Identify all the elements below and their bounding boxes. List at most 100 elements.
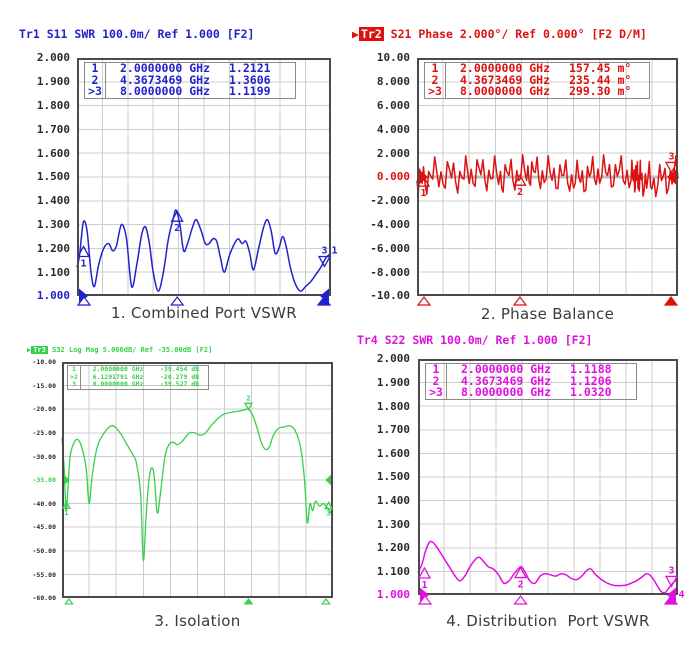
marker-frequency-cell: 8.0000000 GHz [460, 385, 551, 399]
marker-value-cell: -20.279 dB [160, 372, 200, 381]
grid-lines [418, 359, 678, 595]
marker-value-cell: 235.44 m° [569, 72, 632, 87]
marker-frequency-cell: 6.1291791 GHz [92, 372, 144, 381]
y-axis-tick-label: 1.500 [376, 470, 410, 484]
stimulus-marker-icon [512, 296, 528, 306]
plot-border [417, 58, 678, 296]
stimulus-marker-active-icon [243, 597, 254, 605]
marker-value-cell: 299.30 m° [569, 84, 632, 98]
ref-level-left-arrow-icon [79, 288, 88, 304]
trace-name: Tr3 [31, 346, 48, 354]
y-axis-tick-label: 1.600 [376, 446, 410, 460]
y-axis-tick-label: -10.00 [32, 358, 56, 367]
marker-frequency-cell: 4.3673469 GHz [460, 373, 551, 388]
y-axis-tick-label: -45.00 [32, 523, 56, 532]
marker-frequency-cell: 2.0000000 GHz [119, 61, 210, 75]
stimulus-marker-icon [417, 595, 433, 605]
marker-value-cell: 1.0320 [570, 385, 612, 399]
marker-number-label: 3 [668, 565, 674, 576]
active-marker-symbol [664, 575, 679, 588]
y-axis-tick-label: 1.200 [376, 541, 410, 555]
y-axis-tick-label: -25.00 [32, 428, 56, 437]
y-axis-tick-label: 1.900 [36, 75, 70, 89]
trace-active-arrow-icon: ▶ [352, 27, 359, 41]
y-axis-tick-label: 2.000 [376, 352, 410, 366]
y-axis-tick-label: 1.800 [36, 99, 70, 112]
marker-number-cell: >3 [426, 386, 447, 399]
y-axis-tick-label: 1.900 [376, 376, 410, 389]
trace-line [417, 540, 679, 594]
marker-number-cell: 1 [426, 363, 447, 376]
marker-table: 1 2.0000000 GHz 1.2121 2 4.3673469 GHz 1.3606… [84, 62, 296, 99]
y-axis-tick-label: 4.000 [376, 122, 410, 136]
y-axis-tick-label: -60.00 [32, 594, 56, 603]
marker-frequency-cell: 4.3673469 GHz [119, 72, 210, 87]
y-axis-tick-label: 1.000 [376, 588, 410, 602]
stimulus-marker-icon [170, 296, 185, 306]
y-axis-tick-label: 1.400 [376, 494, 410, 507]
trace-name: Tr4 [357, 333, 378, 347]
grid-lines [417, 58, 678, 296]
y-axis-tick-label: -50.00 [32, 546, 56, 555]
marker-table: 1 2.0000000 GHz -39.454 dB >2 6.1291791 GHz -… [67, 365, 209, 390]
marker-number-label: 1 [64, 509, 68, 517]
marker-table-row: 2 4.3673469 GHz 1.3606 [85, 72, 295, 87]
marker-number-label: 3 [321, 245, 327, 256]
marker-table-row: 1 2.0000000 GHz 1.1188 [426, 362, 636, 376]
y-axis-tick-label: 6.000 [376, 99, 410, 112]
trace-number-label: 4 [678, 589, 684, 600]
y-axis-tick-label: 1.100 [36, 265, 70, 279]
plot-svg: 1 2 3 [61, 362, 334, 605]
y-axis-tick-label: 2.000 [376, 146, 410, 160]
marker-frequency-cell: 2.0000000 GHz [460, 362, 551, 376]
plot-border [62, 362, 333, 598]
marker-frequency-cell: 2.0000000 GHz [92, 365, 144, 373]
marker-number-label: 1 [421, 580, 427, 591]
marker-table-row: >3 8.0000000 GHz 1.1199 [85, 85, 295, 98]
marker-number-cell: 1 [85, 62, 106, 75]
y-axis-tick-label: -20.00 [32, 405, 56, 414]
marker-number-label: 3 [668, 151, 674, 162]
y-axis-tick-label: 2.000 [36, 51, 70, 65]
marker-frequency-cell: 4.3673469 GHz [459, 72, 550, 87]
ref-level-left-arrow-icon [419, 169, 428, 185]
ref-level-right-arrow-icon [320, 288, 329, 304]
trace-title: S32 Log Mag 5.000dB/ Ref -35.00dB [F2] [47, 346, 213, 354]
marker-table-row: 1 2.0000000 GHz -39.454 dB [68, 365, 208, 374]
trace-title: S11 SWR 100.0m/ Ref 1.000 [F2] [39, 27, 255, 41]
marker-number-cell: >2 [68, 373, 81, 381]
trace-number-label: 1 [331, 245, 337, 256]
trace-active-arrow-icon: ▶ [27, 346, 32, 354]
marker-table: 1 2.0000000 GHz 1.1188 2 4.3673469 GHz 1.1206… [425, 363, 637, 400]
y-axis-tick-label: -8.000 [370, 265, 410, 279]
marker-table-row: 1 2.0000000 GHz 157.45 m° [425, 62, 649, 75]
marker-table-row: >3 8.0000000 GHz 299.30 m° [425, 84, 649, 98]
plot-border [77, 58, 331, 296]
y-axis-tick-label: -4.000 [370, 218, 410, 231]
marker-table-row: 3 8.0000000 GHz -39.527 dB [68, 380, 208, 389]
trace-line [61, 408, 334, 561]
grid-lines [77, 58, 331, 296]
y-axis-tick-label: 1.600 [36, 146, 70, 160]
y-axis-tick-label: -35.00 [32, 476, 56, 485]
marker-value-cell: 1.2121 [229, 61, 271, 75]
trace-line [416, 154, 679, 198]
plot-svg: 123 1 [76, 58, 338, 306]
marker-table-row: 2 4.3673469 GHz 235.44 m° [425, 72, 649, 87]
marker-value-cell: 1.3606 [229, 72, 271, 87]
marker-number-label: 1 [80, 259, 86, 270]
y-axis-tick-label: 1.200 [36, 241, 70, 255]
y-axis-tick-label: 1.300 [376, 517, 410, 531]
marker-frequency-cell: 8.0000000 GHz [92, 380, 144, 388]
stimulus-marker-active-icon [663, 595, 679, 605]
marker-table-row: >3 8.0000000 GHz 1.0320 [426, 385, 636, 399]
y-axis-tick-label: -15.00 [32, 381, 56, 390]
marker-value-cell: 1.1206 [570, 373, 612, 388]
marker-number-label: 3 [326, 510, 330, 518]
ref-level-left-arrow-icon [64, 474, 70, 486]
